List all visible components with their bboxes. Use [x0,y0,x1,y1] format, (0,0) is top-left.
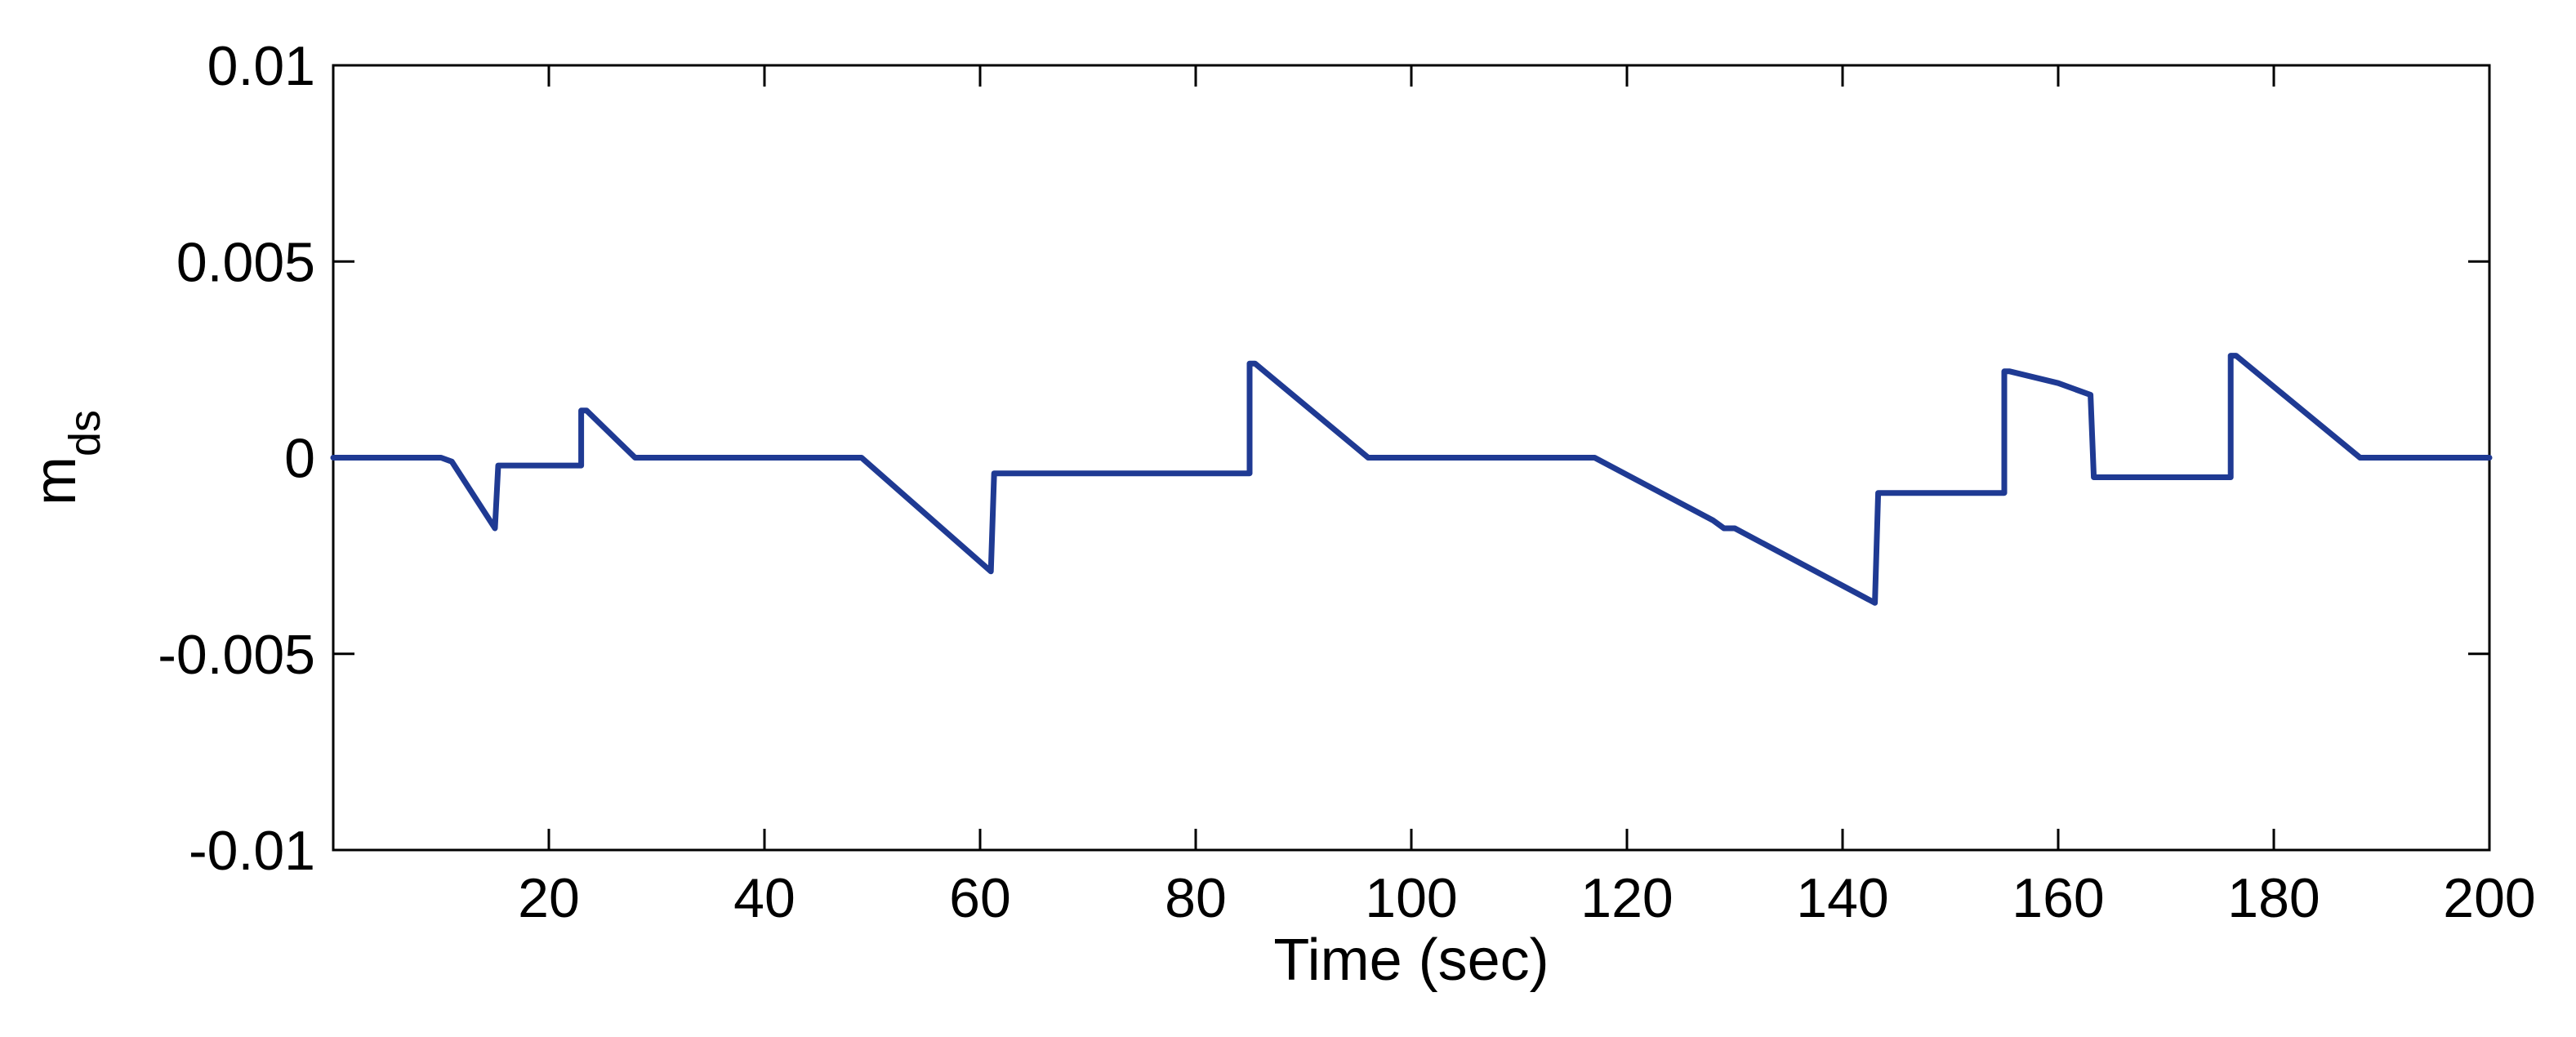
x-tick-label: 60 [949,867,1011,929]
x-tick-label: 100 [1365,867,1457,929]
y-axis-label: mds [23,410,109,505]
y-tick-label: -0.01 [189,820,315,882]
x-tick-label: 120 [1580,867,1673,929]
y-axis-label-subscript: ds [60,410,109,456]
y-tick-label: 0 [284,428,315,490]
x-tick-label: 40 [733,867,796,929]
x-axis-label: Time (sec) [1273,928,1549,993]
ticks-layer [333,64,2491,852]
series-layer [330,353,2493,606]
tick-labels-layer: 20 40 60 80 100 120 140 160 180 200 -0.01 -0.005 0 0.… [158,35,2536,929]
y-tick-label: -0.005 [158,624,315,686]
x-tick-label: 180 [2227,867,2320,929]
y-tick-label: 0.01 [207,35,315,97]
y-tick-label: 0.005 [176,231,315,293]
x-tick-label: 20 [518,867,580,929]
x-tick-label: 160 [2012,867,2104,929]
x-tick-label: 140 [1796,867,1888,929]
x-tick-label: 200 [2443,867,2535,929]
x-tick-label: 80 [1165,867,1227,929]
y-axis-label-main: m [23,456,88,505]
series-line [330,353,2493,606]
